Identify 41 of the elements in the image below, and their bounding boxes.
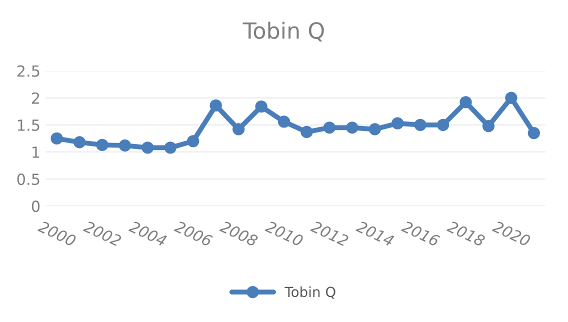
x-tick-label: 2006 (174, 220, 214, 247)
x-tick-label: 2008 (219, 220, 259, 247)
point (300, 126, 313, 138)
point (142, 142, 154, 154)
point (482, 120, 495, 132)
x-tick-label: 2012 (310, 220, 350, 247)
x-tick-label: 2016 (400, 220, 440, 247)
point (368, 123, 381, 136)
point (96, 138, 108, 152)
point (505, 92, 518, 104)
point (436, 118, 450, 132)
point (323, 122, 336, 134)
x-tick-label: 2014 (355, 220, 395, 247)
point (392, 117, 404, 130)
point (255, 100, 268, 113)
chart-title: Tobin Q (242, 22, 324, 42)
y-tick-label: 1.5 (18, 120, 40, 131)
x-tick-label: 2000 (37, 220, 77, 247)
point (50, 132, 63, 145)
x-tick-label: 2002 (82, 220, 122, 247)
point (278, 116, 290, 128)
point (73, 136, 86, 148)
point (528, 126, 540, 140)
legend-label: Tobin Q (284, 286, 336, 299)
point (346, 122, 358, 134)
point (460, 96, 472, 108)
x-tick-label: 2004 (128, 220, 168, 247)
point (232, 123, 245, 136)
y-tick-label: 0.5 (17, 173, 40, 186)
point (187, 135, 200, 148)
point (164, 142, 176, 154)
point (210, 99, 222, 112)
x-tick-label: 2020 (492, 220, 532, 247)
y-tick-label: 2 (32, 92, 40, 104)
x-tick-label: 2018 (446, 220, 486, 247)
point (118, 139, 132, 152)
point (414, 118, 426, 132)
y-tick-label: 0 (32, 200, 40, 212)
y-tick-label: 1 (32, 146, 40, 158)
y-tick-label: 2.5 (17, 65, 40, 77)
x-tick-label: 2010 (264, 220, 304, 247)
